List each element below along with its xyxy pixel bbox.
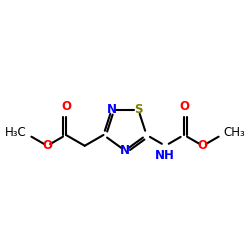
Text: N: N [107, 103, 117, 116]
Text: H₃C: H₃C [5, 126, 26, 140]
Text: S: S [134, 103, 142, 116]
Text: O: O [198, 139, 208, 152]
Text: O: O [42, 139, 52, 152]
Text: O: O [61, 100, 71, 112]
Text: NH: NH [155, 149, 175, 162]
Text: N: N [120, 144, 130, 157]
Text: O: O [179, 100, 189, 112]
Text: CH₃: CH₃ [224, 126, 245, 140]
